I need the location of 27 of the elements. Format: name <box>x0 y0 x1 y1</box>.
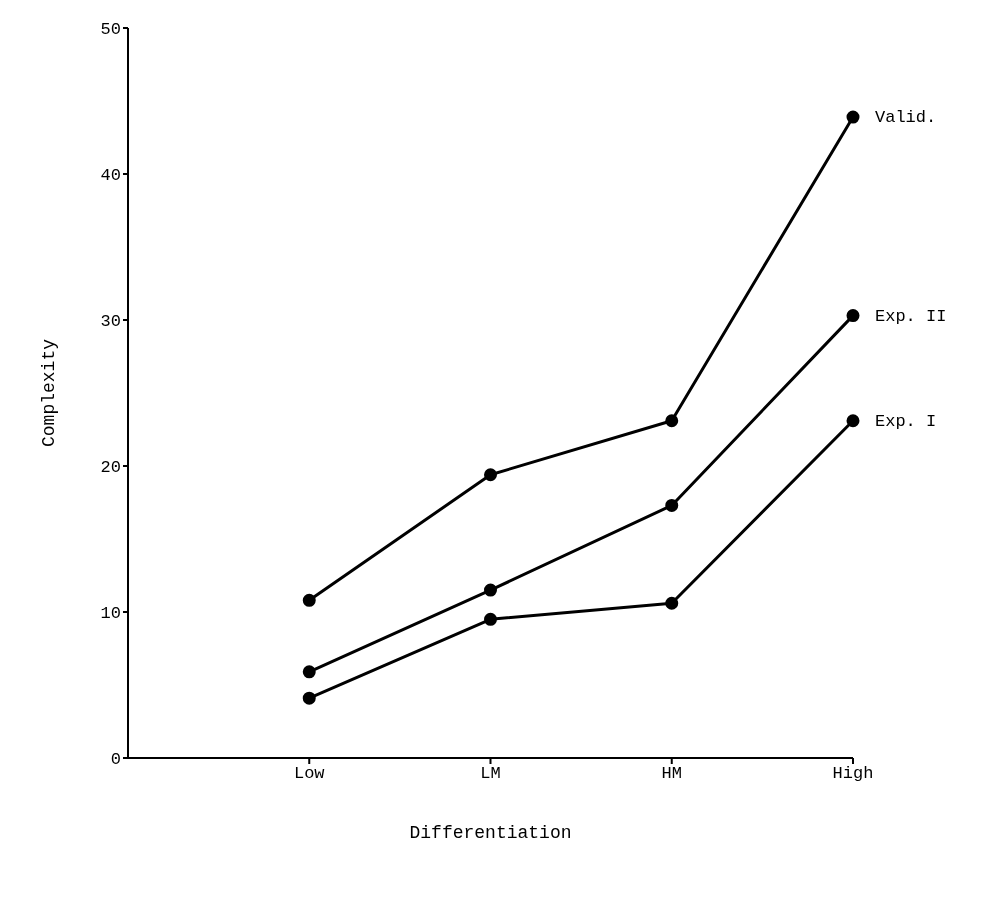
y-tick-label: 30 <box>100 312 121 332</box>
series-label: Exp. II <box>875 306 947 326</box>
point <box>846 309 860 323</box>
series-label: Valid. <box>875 108 937 128</box>
point <box>484 583 497 597</box>
point <box>302 691 316 705</box>
y-tick-label: 40 <box>100 166 121 186</box>
point <box>665 596 679 610</box>
point <box>302 665 316 679</box>
y-axis-title: Complexity <box>39 338 60 448</box>
point <box>665 498 679 512</box>
x-tick-label: LM <box>480 764 501 784</box>
y-tick-label: 10 <box>100 604 121 624</box>
y-tick-label: 20 <box>100 458 121 478</box>
point <box>846 110 860 124</box>
point <box>484 468 497 482</box>
point <box>484 612 497 626</box>
point <box>846 414 860 428</box>
x-tick-label: HM <box>661 764 682 784</box>
point <box>302 593 316 607</box>
point <box>665 414 679 428</box>
x-tick-label: Low <box>293 764 326 784</box>
series-label: Exp. I <box>875 411 937 431</box>
x-axis-title: Differentiation <box>409 823 572 843</box>
y-tick-label: 0 <box>110 750 121 770</box>
x-tick-label: High <box>832 764 874 784</box>
y-tick-label: 50 <box>100 20 121 40</box>
